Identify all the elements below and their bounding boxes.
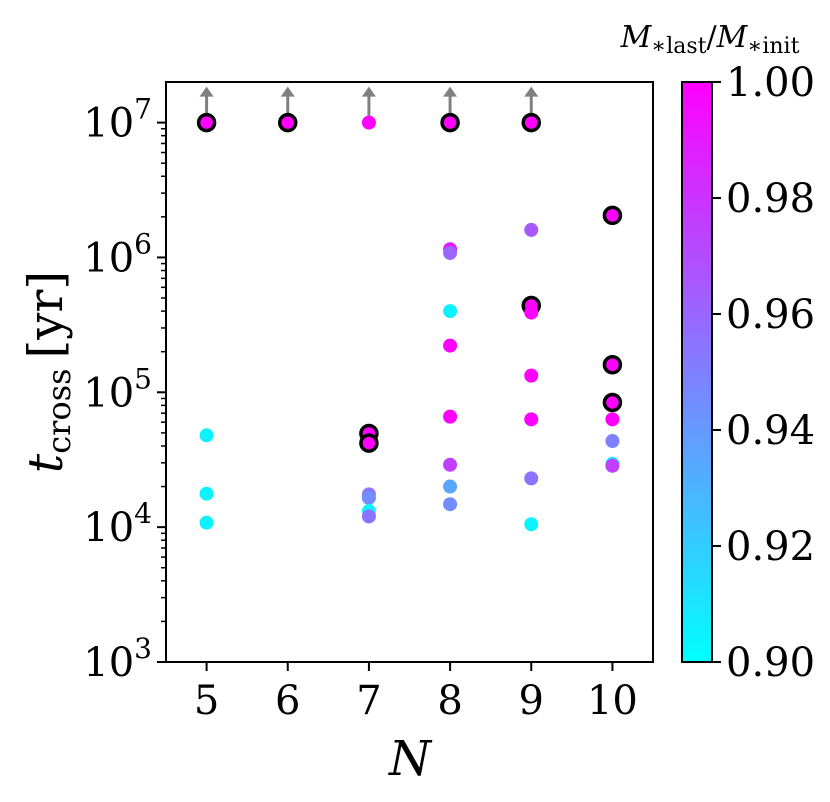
data-point [443, 338, 458, 353]
y-tick-label: 104 [83, 497, 152, 551]
data-point [524, 222, 539, 237]
data-point [443, 304, 458, 319]
lower-limit-arrowhead [280, 86, 295, 97]
data-point [199, 428, 214, 443]
y-tick-label: 103 [83, 632, 152, 686]
y-axis-label-unit: [yr] [18, 271, 74, 359]
x-tick-label: 7 [356, 678, 381, 724]
data-point [443, 409, 458, 424]
data-point-circled [278, 112, 298, 133]
cb-label-m1: M [620, 20, 653, 55]
y-axis-ticks: 103 104 105 106 107 [83, 93, 166, 686]
data-point [443, 497, 458, 512]
lower-limit-arrowhead [443, 86, 458, 97]
x-tick-label: 9 [519, 678, 544, 724]
data-point [524, 305, 539, 320]
data-point-circled [440, 112, 460, 133]
x-axis-ticks: 5 6 7 8 9 10 [194, 662, 638, 724]
data-point [199, 515, 214, 530]
data-point [605, 458, 620, 473]
lower-limit-arrowhead [361, 86, 376, 97]
x-axis-label: N [388, 731, 433, 787]
data-point [524, 517, 539, 532]
y-tick-label: 105 [83, 362, 152, 416]
data-point [443, 479, 458, 494]
data-points [196, 86, 623, 532]
data-point [605, 412, 620, 427]
x-tick-label: 6 [275, 678, 300, 724]
data-point [524, 368, 539, 383]
plot-area [165, 81, 654, 663]
cb-label-star2: ∗ [747, 34, 762, 59]
colorbar-tick-label: 0.96 [726, 292, 815, 338]
data-point [443, 245, 458, 260]
y-axis-label-main: t [18, 453, 74, 473]
colorbar-tick-label: 0.98 [726, 176, 815, 222]
cb-label-m2: M [716, 20, 749, 55]
lower-limit-arrowhead [199, 86, 214, 97]
cb-label-last: last [666, 34, 706, 59]
cb-label-star1: ∗ [651, 34, 666, 59]
colorbar-tick-label: 1.00 [726, 60, 815, 106]
data-point-circled [196, 112, 217, 133]
data-point [443, 457, 458, 472]
data-point-circled [359, 433, 379, 453]
x-tick-label: 8 [437, 678, 462, 724]
data-point [361, 490, 376, 505]
colorbar-ticks: 0.90 0.92 0.94 0.96 0.98 1.00 [712, 60, 815, 686]
data-point-circled [602, 355, 623, 375]
x-tick-label: 5 [194, 678, 219, 724]
x-tick-label: 10 [587, 678, 638, 724]
colorbar-tick-label: 0.94 [726, 408, 815, 454]
data-point [524, 412, 539, 427]
data-point [524, 471, 539, 486]
colorbar-tick-label: 0.92 [726, 524, 815, 570]
data-point [361, 509, 376, 524]
y-tick-label: 106 [83, 227, 152, 281]
data-point-circled [602, 205, 623, 226]
data-point [361, 115, 376, 130]
data-point [605, 434, 620, 449]
lower-limit-arrowhead [524, 86, 539, 97]
cb-label-slash: / [707, 20, 718, 55]
data-point-circled [602, 392, 623, 413]
y-axis-label-sub: cross [40, 368, 78, 453]
colorbar-label: M∗last/M∗init [620, 20, 800, 59]
colorbar-tick-label: 0.90 [726, 640, 815, 686]
cb-label-init: init [762, 34, 799, 59]
colorbar [681, 81, 713, 663]
y-tick-label: 107 [83, 93, 152, 147]
data-point [199, 486, 214, 501]
data-point-circled [521, 112, 541, 133]
y-axis-label: tcross [yr] [18, 271, 78, 473]
